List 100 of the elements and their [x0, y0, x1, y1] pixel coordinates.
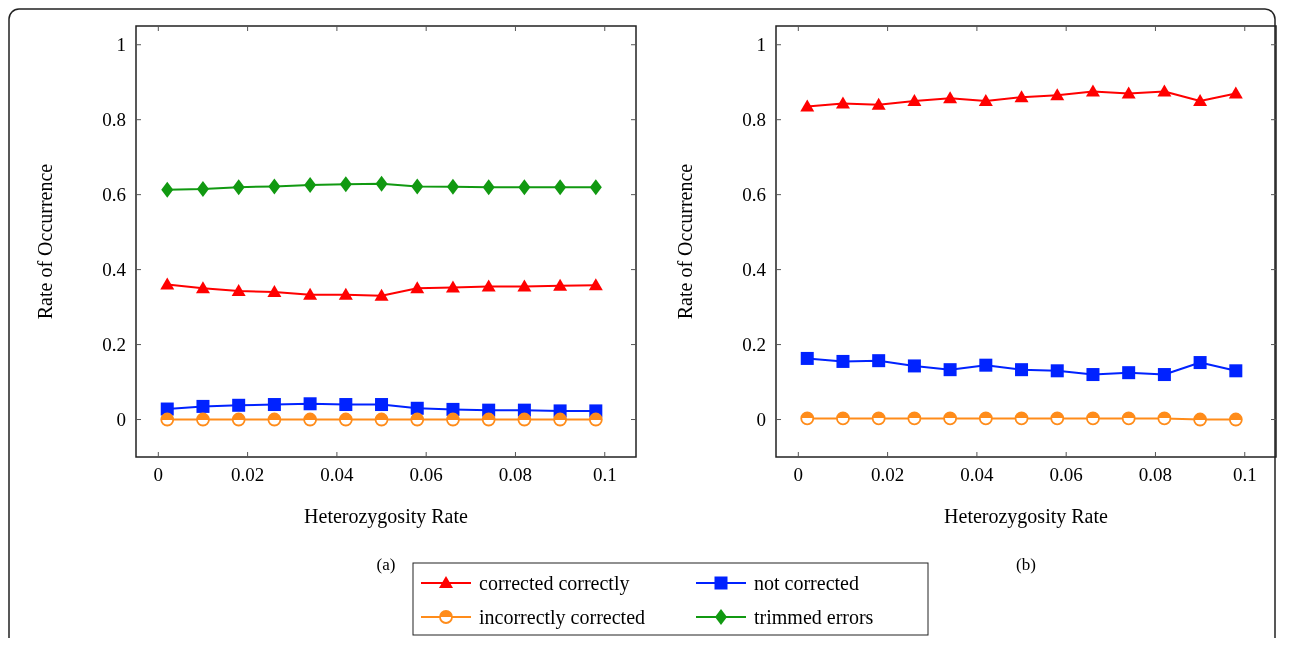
- point: [374, 288, 389, 301]
- x-tick-label: 0.02: [870, 464, 905, 485]
- point: [338, 287, 353, 300]
- legend-label: incorrectly corrected: [479, 606, 646, 629]
- point: [410, 281, 425, 294]
- point: [907, 93, 922, 106]
- point: [589, 179, 602, 196]
- y-tick-label: 1: [756, 33, 766, 55]
- point: [482, 179, 495, 196]
- point: [411, 178, 424, 195]
- point: [800, 411, 815, 426]
- point: [303, 287, 318, 300]
- point: [907, 411, 922, 426]
- point: [410, 412, 425, 427]
- point: [1014, 90, 1029, 103]
- y-tick-label: 1: [116, 33, 126, 55]
- x-tick-label: 0.06: [409, 464, 443, 485]
- point: [553, 278, 568, 291]
- point: [1015, 363, 1029, 377]
- point: [232, 398, 246, 412]
- point: [1050, 88, 1065, 101]
- point: [304, 176, 317, 193]
- point: [800, 99, 815, 112]
- point: [1086, 411, 1100, 426]
- legend-label: not corrected: [754, 572, 859, 594]
- x-tick-label: 0.08: [498, 464, 533, 485]
- point: [268, 178, 281, 195]
- x-tick-label: 0.1: [592, 464, 617, 485]
- point: [1122, 366, 1136, 380]
- point: [1157, 368, 1171, 382]
- point: [445, 280, 460, 293]
- point: [446, 412, 460, 427]
- point: [1229, 364, 1243, 378]
- point: [375, 175, 388, 192]
- point: [303, 412, 318, 427]
- point: [1086, 368, 1100, 382]
- point: [161, 181, 174, 198]
- point: [1121, 411, 1136, 426]
- text: (a): [376, 555, 396, 574]
- point: [231, 283, 246, 296]
- x-tick-label: 0.08: [1138, 464, 1173, 485]
- point: [1014, 411, 1029, 426]
- x-axis-title: Heterozygosity Rate: [944, 505, 1109, 528]
- text: (b): [1016, 555, 1036, 574]
- y-tick-label: 0.8: [742, 108, 766, 130]
- legend-label: corrected correctly: [479, 572, 630, 595]
- point: [943, 91, 958, 104]
- y-tick-label: 0.2: [102, 333, 126, 355]
- point: [196, 181, 209, 198]
- point: [481, 279, 496, 292]
- point: [1085, 84, 1100, 97]
- point: [196, 399, 210, 413]
- point: [267, 412, 282, 427]
- point: [1050, 364, 1064, 378]
- point: [1157, 84, 1172, 97]
- point: [800, 351, 814, 365]
- point: [481, 412, 496, 427]
- x-tick-label: 0.1: [1232, 464, 1257, 485]
- y-tick-label: 0.6: [742, 183, 766, 205]
- point: [267, 398, 281, 412]
- y-tick-label: 0.2: [742, 333, 766, 355]
- x-tick-label: 0: [153, 464, 164, 485]
- point: [446, 178, 459, 195]
- point: [1228, 86, 1243, 99]
- point: [196, 412, 210, 427]
- point: [554, 179, 567, 196]
- point: [1157, 411, 1172, 426]
- point: [836, 354, 850, 368]
- point: [588, 412, 603, 427]
- point: [978, 93, 993, 106]
- point: [267, 285, 282, 298]
- point: [588, 278, 603, 291]
- point: [1193, 412, 1208, 427]
- point: [339, 398, 353, 412]
- y-axis-title: Rate of Occurrence: [674, 163, 696, 320]
- point: [410, 401, 424, 415]
- point: [338, 412, 353, 427]
- point: [836, 411, 850, 426]
- x-tick-label: 0.06: [1049, 464, 1083, 485]
- point: [978, 411, 993, 426]
- x-tick-label: 0.04: [320, 464, 355, 485]
- x-tick-label: 0.02: [230, 464, 265, 485]
- point: [907, 359, 921, 373]
- legend-label: trimmed errors: [754, 606, 874, 628]
- point: [1121, 86, 1136, 99]
- x-tick-label: 0.04: [960, 464, 995, 485]
- point: [339, 176, 352, 193]
- point: [518, 179, 531, 196]
- point: [517, 279, 532, 292]
- point: [374, 412, 389, 427]
- point: [872, 354, 886, 368]
- point: [160, 412, 175, 427]
- point: [231, 412, 246, 427]
- point: [871, 411, 886, 426]
- y-tick-label: 0.8: [102, 108, 126, 130]
- point: [835, 96, 850, 109]
- point: [1193, 93, 1208, 106]
- point: [195, 281, 210, 294]
- y-tick-label: 0: [756, 408, 766, 430]
- point: [979, 358, 993, 372]
